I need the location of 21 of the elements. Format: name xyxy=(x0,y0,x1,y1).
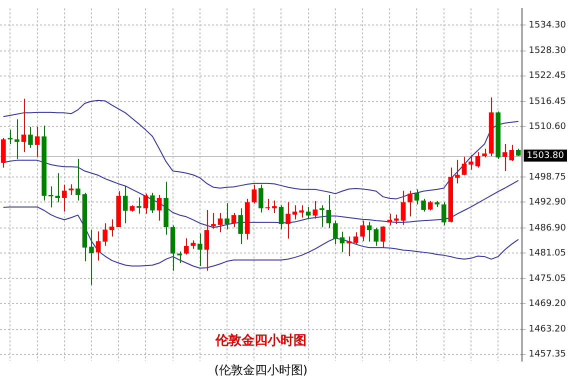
y-tick-label: 1498.75 xyxy=(528,172,566,183)
text: 伦敦金四小时图 xyxy=(214,332,306,348)
y-tick-label: 1522.45 xyxy=(528,71,566,82)
text: (伦敦金四小时图) xyxy=(214,363,308,378)
candlestick xyxy=(320,204,324,228)
y-tick-label: 1469.20 xyxy=(528,299,566,310)
y-tick-label: 1492.90 xyxy=(528,198,566,208)
y-tick-label: 1486.90 xyxy=(528,223,566,234)
candlestick xyxy=(177,250,182,264)
y-tick-label: 1510.60 xyxy=(528,122,566,132)
y-tick-label: 1516.45 xyxy=(528,96,566,107)
y-tick-label: 1534.30 xyxy=(528,20,566,30)
candlestick xyxy=(136,197,142,214)
ref-line-label: 1503.80 xyxy=(526,150,564,161)
candlestick xyxy=(346,236,352,257)
y-tick-label: 1481.05 xyxy=(528,248,566,258)
y-tick-label: 1475.05 xyxy=(528,274,566,284)
y-tick-label: 1463.20 xyxy=(528,324,566,335)
y-tick-label: 1528.30 xyxy=(528,46,566,56)
candlestick xyxy=(434,200,440,208)
y-tick-label: 1457.35 xyxy=(528,350,566,360)
